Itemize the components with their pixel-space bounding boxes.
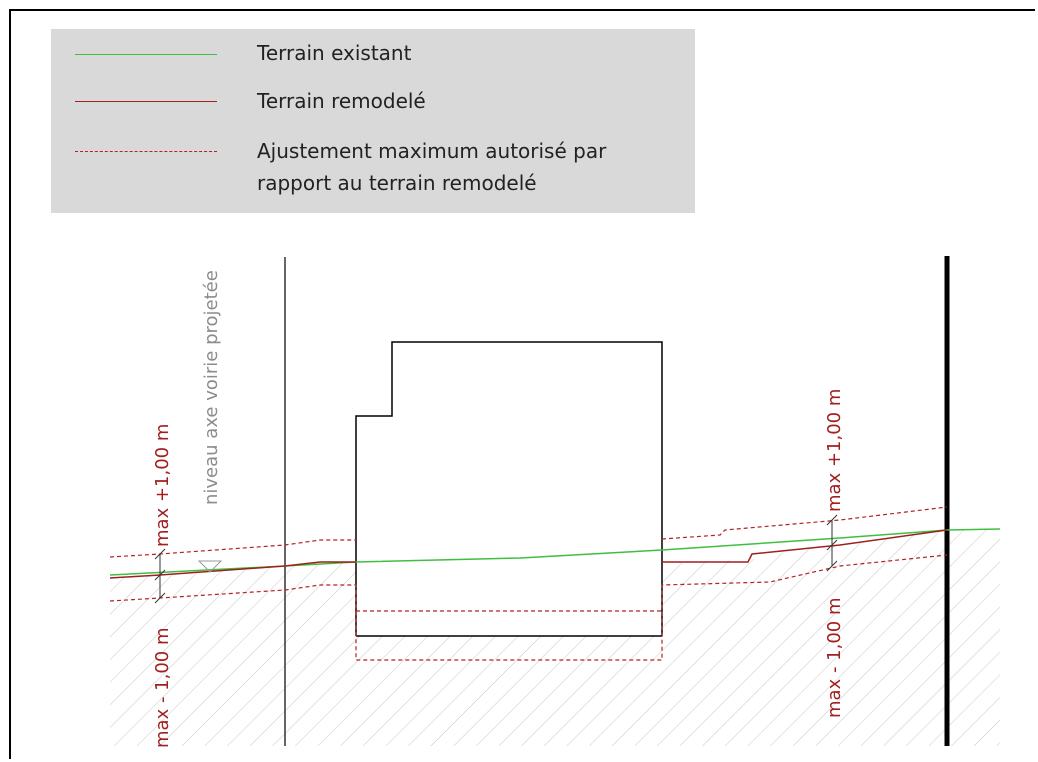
remodeled-terrain-line (109, 561, 356, 579)
legend-adjustment-label-line2: rapport au terrain remodelé (257, 171, 537, 195)
legend-remodeled-label: Terrain remodelé (257, 89, 426, 113)
right-plus-label: max +1,00 m (824, 389, 845, 512)
legend-box: Terrain existant Terrain remodelé Ajuste… (51, 29, 695, 213)
right-minus-label: max - 1,00 m (824, 598, 845, 719)
building-outline (355, 341, 663, 562)
left-dimension (154, 548, 166, 604)
ground-hatch (110, 530, 1000, 746)
left-minus-label: max - 1,00 m (152, 628, 173, 749)
adjustment-envelope (109, 506, 948, 661)
legend-remodeled-line (75, 101, 217, 102)
left-plus-label: max +1,00 m (152, 424, 173, 547)
building-basement (356, 562, 662, 636)
legend-adjustment-line (75, 151, 217, 152)
road-level-marker (197, 560, 223, 573)
remodeled-terrain-line-right (662, 529, 948, 563)
drawing-frame (9, 9, 1035, 759)
right-dimension (826, 514, 838, 572)
legend-adjustment-label: Ajustement maximum autorisé par (257, 139, 607, 163)
legend-existing-label: Terrain existant (257, 41, 412, 65)
legend-existing-line (75, 54, 217, 55)
road-axis-label: niveau axe voirie projetée (201, 270, 222, 505)
